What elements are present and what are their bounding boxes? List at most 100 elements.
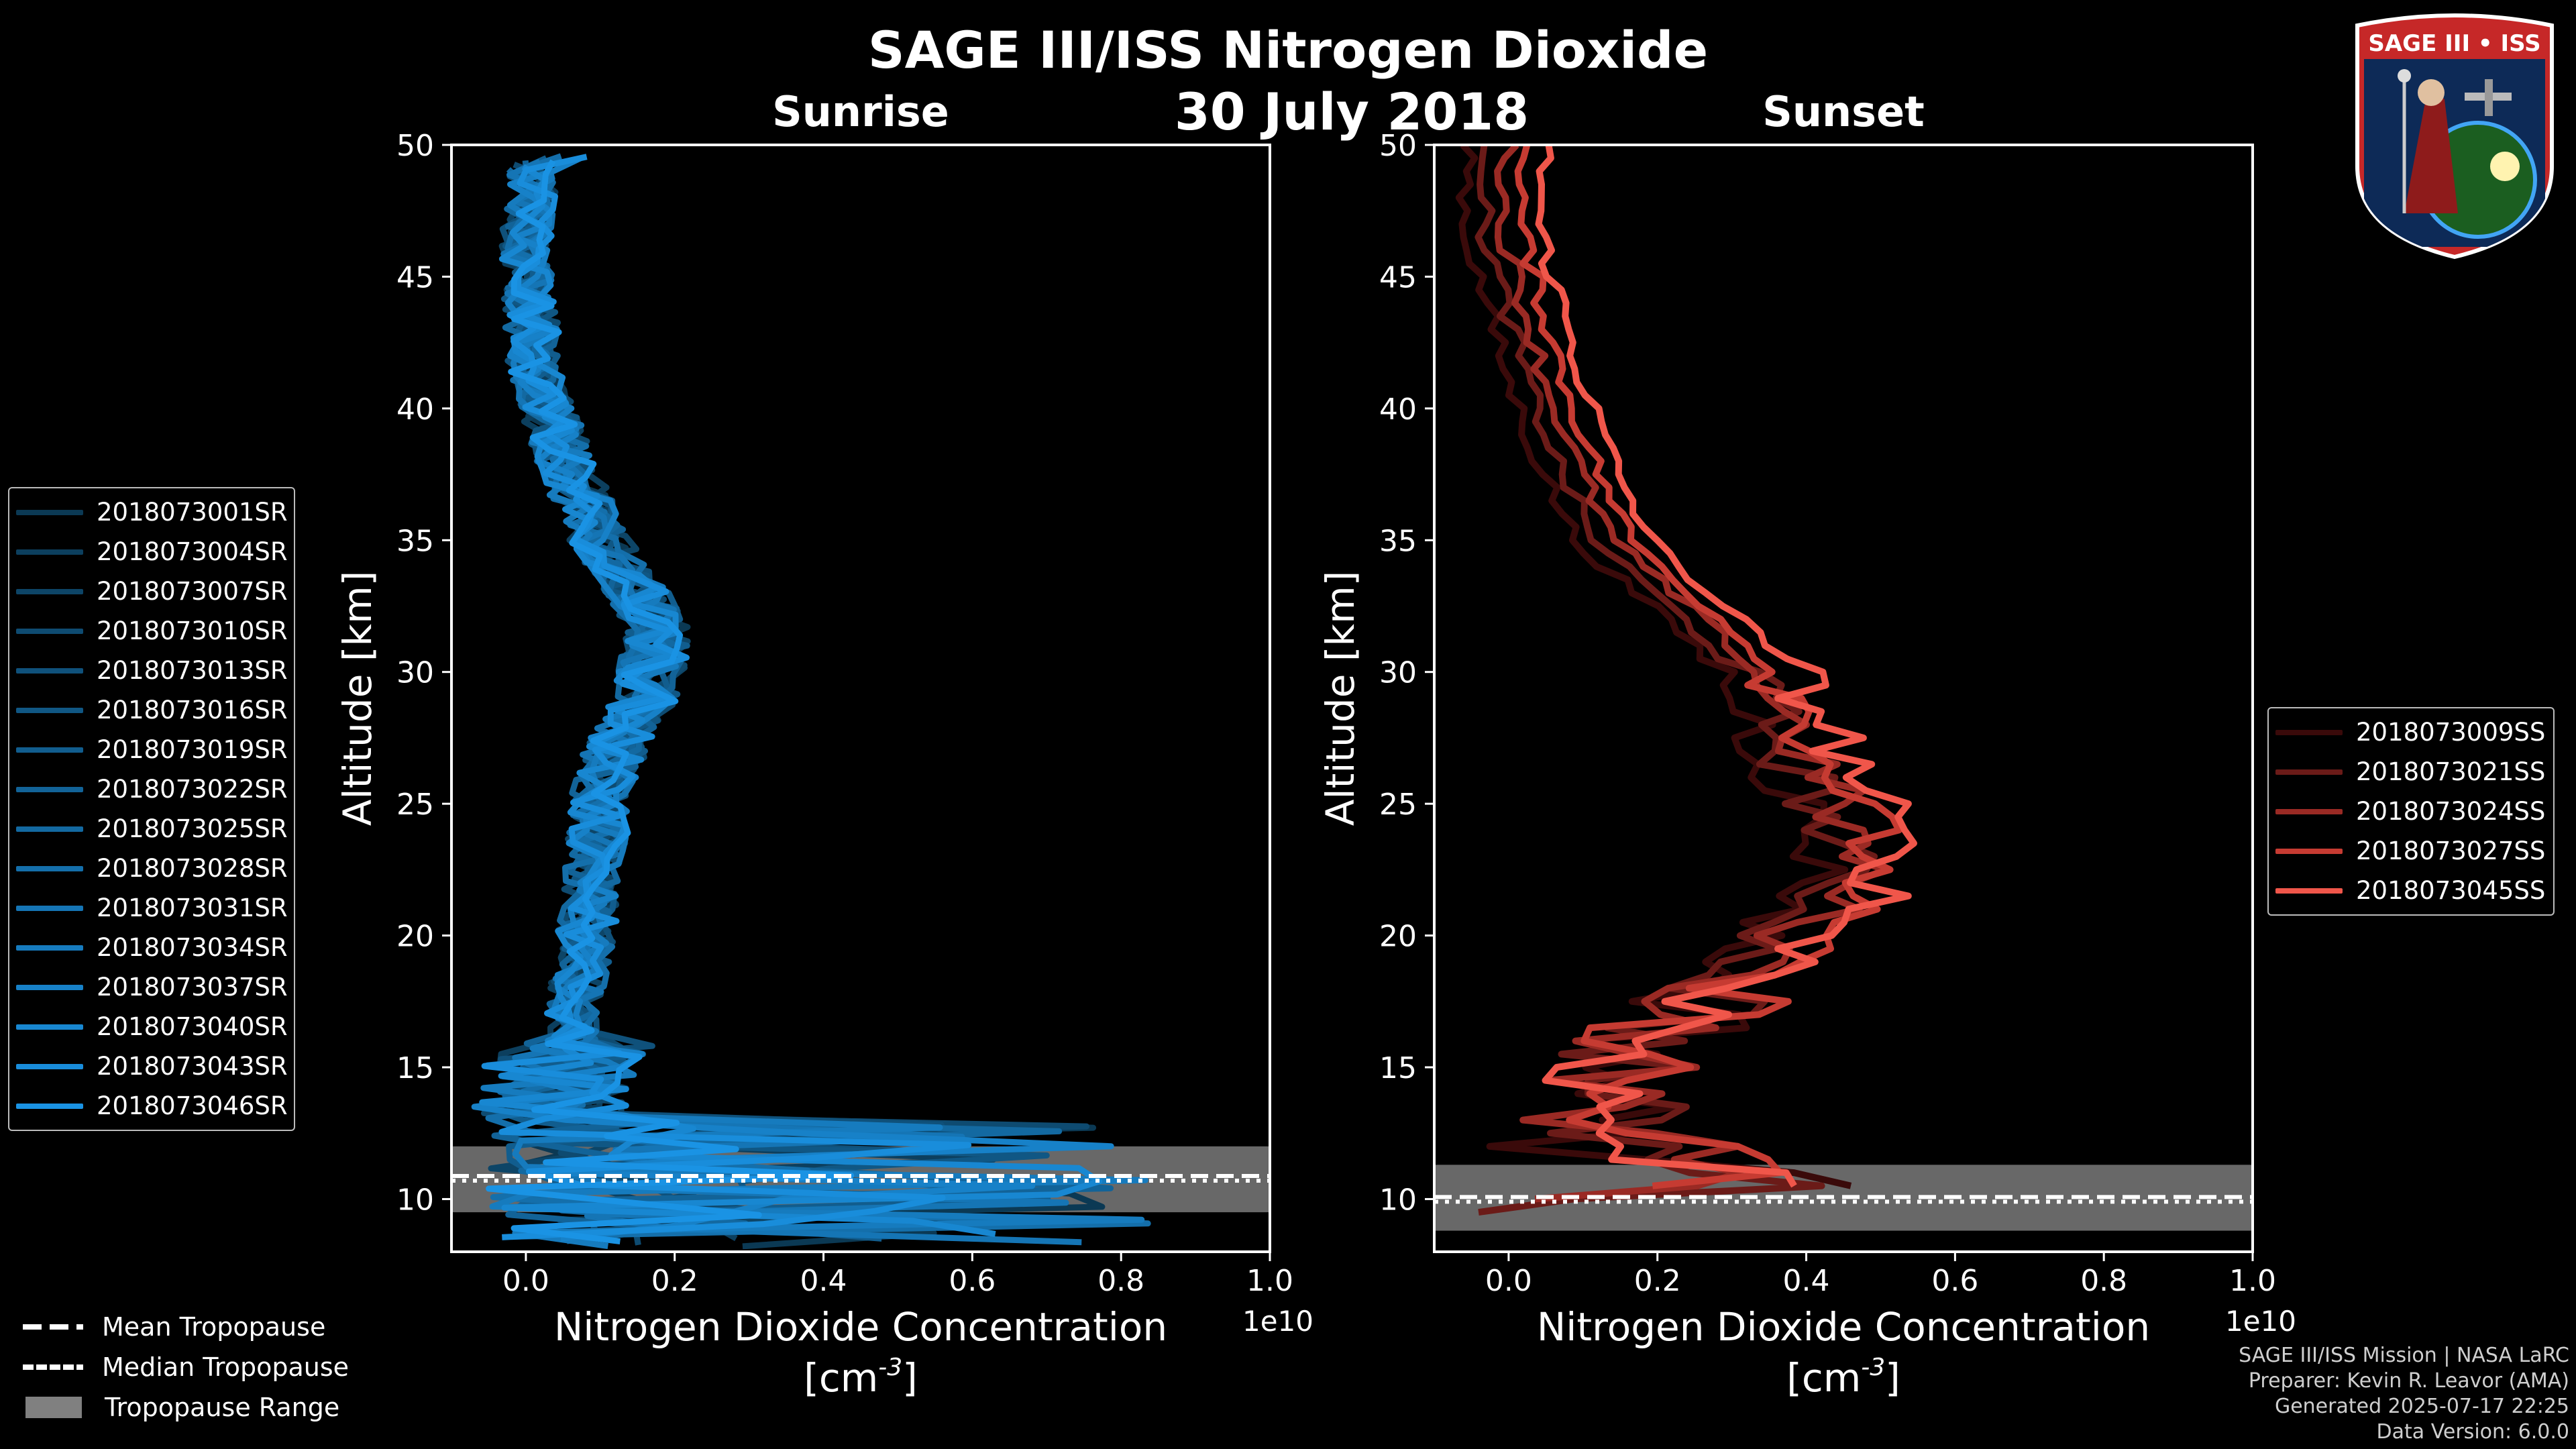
x-axis-unit: [cm-3] <box>1786 1354 1900 1401</box>
legend-label: 2018073031SR <box>97 894 288 922</box>
y-tick-label: 10 <box>396 1183 434 1217</box>
y-axis-label: Altitude [km] <box>1318 571 1363 826</box>
legend-item: 2018073027SS <box>2269 831 2553 871</box>
chart-title: SAGE III/ISS Nitrogen Dioxide <box>867 20 1709 80</box>
x-axis-label: Nitrogen Dioxide Concentration <box>1537 1304 2150 1350</box>
legend-swatch <box>16 747 83 753</box>
legend-item: 2018073009SS <box>2269 712 2553 752</box>
sunset-panel: 0.0 0.2 0.4 0.6 0.8 1.0 10 15 20 25 30 35 40 45 50 1e10… <box>1318 129 2296 1401</box>
legend-swatch <box>2275 769 2343 775</box>
y-tick-label: 45 <box>1379 260 1417 294</box>
tropopause-range-label: Tropopause Range <box>105 1393 340 1422</box>
legend-swatch <box>16 826 83 832</box>
legend-swatch <box>16 905 83 911</box>
y-tick-label: 50 <box>396 129 434 163</box>
series-line-2018073045SS <box>1535 145 1917 1188</box>
x-multiplier: 1e10 <box>1242 1305 1313 1338</box>
plot-area <box>451 153 1270 1250</box>
legend-item: 2018073031SR <box>9 888 294 928</box>
legend-item: 2018073028SR <box>9 849 294 888</box>
x-tick-label: 0.4 <box>1783 1264 1830 1298</box>
legend-label: 2018073045SS <box>2356 876 2546 905</box>
credits-preparer: Preparer: Kevin R. Leavor (AMA) <box>2248 1369 2569 1393</box>
y-tick-label: 20 <box>396 920 434 954</box>
legend-item: 2018073024SS <box>2269 792 2553 831</box>
legend-label: 2018073046SR <box>97 1091 288 1120</box>
tropopause-legend: Mean Tropopause Median Tropopause Tropop… <box>23 1307 349 1428</box>
y-tick-label: 25 <box>1379 788 1417 822</box>
legend-item: 2018073016SR <box>9 690 294 730</box>
legend-label: 2018073021SS <box>2356 757 2546 786</box>
unit-open: [cm <box>1786 1355 1861 1401</box>
dashed-line-swatch <box>23 1324 83 1330</box>
y-tick-label: 15 <box>396 1051 434 1085</box>
x-axis-label: Nitrogen Dioxide Concentration <box>554 1304 1167 1350</box>
y-tick-label: 30 <box>1379 656 1417 690</box>
legend-item: 2018073045SS <box>2269 871 2553 910</box>
legend-item: 2018073021SS <box>2269 752 2553 792</box>
plot-area <box>1434 145 2253 1231</box>
legend-label: 2018073040SR <box>97 1012 288 1041</box>
legend-swatch <box>16 1103 83 1109</box>
legend-label: 2018073025SR <box>97 814 288 843</box>
legend-label: 2018073001SR <box>97 498 288 527</box>
x-tick-label: 0.0 <box>502 1264 549 1298</box>
x-tick-label: 0.0 <box>1485 1264 1532 1298</box>
range-swatch <box>25 1397 82 1418</box>
legend-item: 2018073043SR <box>9 1046 294 1086</box>
median-tropopause-legend-item: Median Tropopause <box>23 1347 349 1387</box>
legend-item: 2018073037SR <box>9 967 294 1007</box>
median-tropopause-label: Median Tropopause <box>102 1352 349 1382</box>
legend-swatch <box>16 984 83 990</box>
legend-swatch <box>16 667 83 674</box>
credits-version: Data Version: 6.0.0 <box>2376 1420 2569 1444</box>
sage-mission-logo: SAGE III • ISS <box>2355 13 2554 260</box>
legend-swatch <box>16 865 83 871</box>
x-multiplier: 1e10 <box>2225 1305 2296 1338</box>
legend-swatch <box>16 549 83 555</box>
sunrise-legend: 2018073001SR 2018073004SR 2018073007SR 2018… <box>8 487 295 1131</box>
series-line-2018073027SS <box>1514 145 1902 1189</box>
legend-label: 2018073022SR <box>97 775 288 804</box>
x-tick-label: 0.8 <box>1097 1264 1144 1298</box>
axes-frame <box>1433 144 2254 1253</box>
legend-swatch <box>16 786 83 792</box>
legend-swatch <box>2275 888 2343 894</box>
unit-close: ] <box>902 1355 918 1401</box>
x-tick-label: 0.4 <box>800 1264 847 1298</box>
logo-text: SAGE III • ISS <box>2368 30 2540 57</box>
legend-item: 2018073040SR <box>9 1007 294 1046</box>
x-tick-label: 0.8 <box>2080 1264 2127 1298</box>
y-tick-label: 35 <box>396 524 434 558</box>
legend-swatch <box>2275 808 2343 814</box>
x-axis-unit: [cm-3] <box>804 1354 918 1401</box>
unit-close: ] <box>1885 1355 1900 1401</box>
y-tick-label: 15 <box>1379 1051 1417 1085</box>
left-panel-title: Sunrise <box>772 87 949 136</box>
legend-label: 2018073019SR <box>97 735 288 764</box>
legend-item: 2018073004SR <box>9 532 294 572</box>
x-tick-label: 1.0 <box>2229 1264 2276 1298</box>
legend-swatch <box>16 1063 83 1069</box>
legend-label: 2018073016SR <box>97 696 288 724</box>
credits-generated: Generated 2025-07-17 22:25 <box>2274 1395 2569 1418</box>
legend-item: 2018073019SR <box>9 730 294 769</box>
y-tick-label: 30 <box>396 656 434 690</box>
legend-item: 2018073013SR <box>9 651 294 690</box>
x-tick-label: 0.6 <box>1931 1264 1978 1298</box>
series-line-2018073024SS <box>1494 145 1890 1203</box>
legend-swatch <box>16 707 83 713</box>
y-tick-label: 10 <box>1379 1183 1417 1217</box>
legend-label: 2018073037SR <box>97 973 288 1002</box>
legend-item: 2018073034SR <box>9 928 294 967</box>
right-panel-title: Sunset <box>1762 87 1925 136</box>
legend-label: 2018073034SR <box>97 933 288 962</box>
legend-item: 2018073001SR <box>9 492 294 532</box>
mean-tropopause-label: Mean Tropopause <box>102 1312 326 1342</box>
legend-swatch <box>16 945 83 951</box>
legend-label: 2018073010SR <box>97 616 288 645</box>
x-tick-label: 0.2 <box>1634 1264 1681 1298</box>
y-tick-label: 25 <box>396 788 434 822</box>
tropopause-range-legend-item: Tropopause Range <box>23 1387 349 1428</box>
